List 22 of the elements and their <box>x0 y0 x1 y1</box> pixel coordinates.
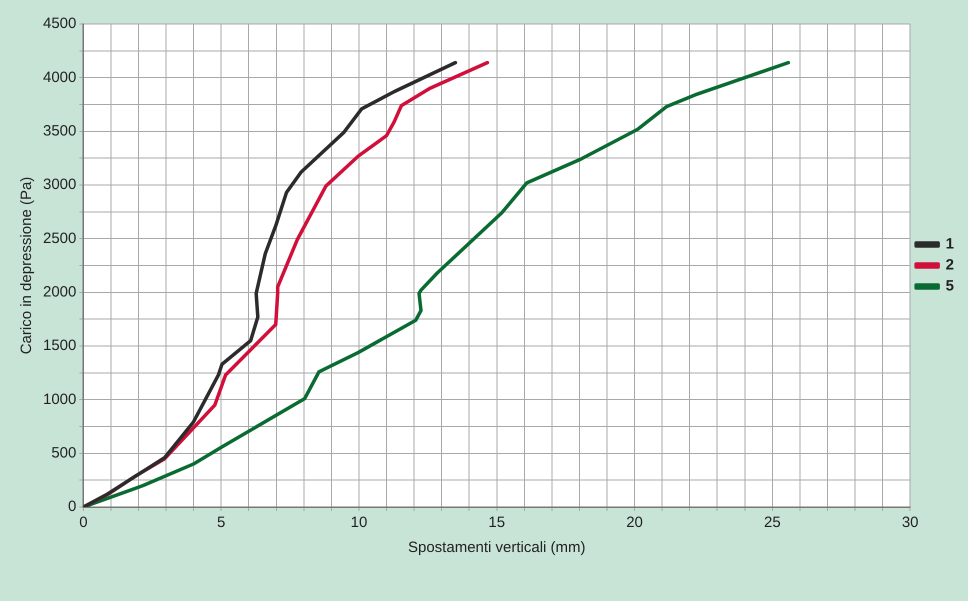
x-tick-label: 0 <box>79 514 88 532</box>
y-tick-label: 4500 <box>42 15 76 32</box>
x-tick-label: 25 <box>764 514 781 532</box>
y-tick-label: 2500 <box>42 230 76 247</box>
y-tick-label: 0 <box>68 498 76 516</box>
y-tick-label: 1000 <box>42 390 76 408</box>
x-tick-label: 30 <box>902 514 918 532</box>
legend-label: 1 <box>946 236 954 253</box>
legend-label: 2 <box>946 256 954 274</box>
y-tick-label: 3500 <box>42 122 76 140</box>
y-axis-title: Carico in depressione (Pa) <box>18 176 36 354</box>
x-tick-label: 15 <box>488 514 506 532</box>
y-tick-label: 500 <box>51 444 76 462</box>
x-tick-label: 10 <box>350 514 368 532</box>
y-tick-label: 2000 <box>42 283 76 300</box>
x-tick-label: 20 <box>626 514 643 532</box>
y-tick-label: 3000 <box>42 176 76 194</box>
legend-label: 5 <box>946 278 954 295</box>
y-tick-label: 4000 <box>42 68 76 86</box>
x-axis-title: Spostamenti verticali (mm) <box>408 539 586 556</box>
x-tick-label: 5 <box>216 514 226 532</box>
y-tick-label: 1500 <box>42 337 76 354</box>
